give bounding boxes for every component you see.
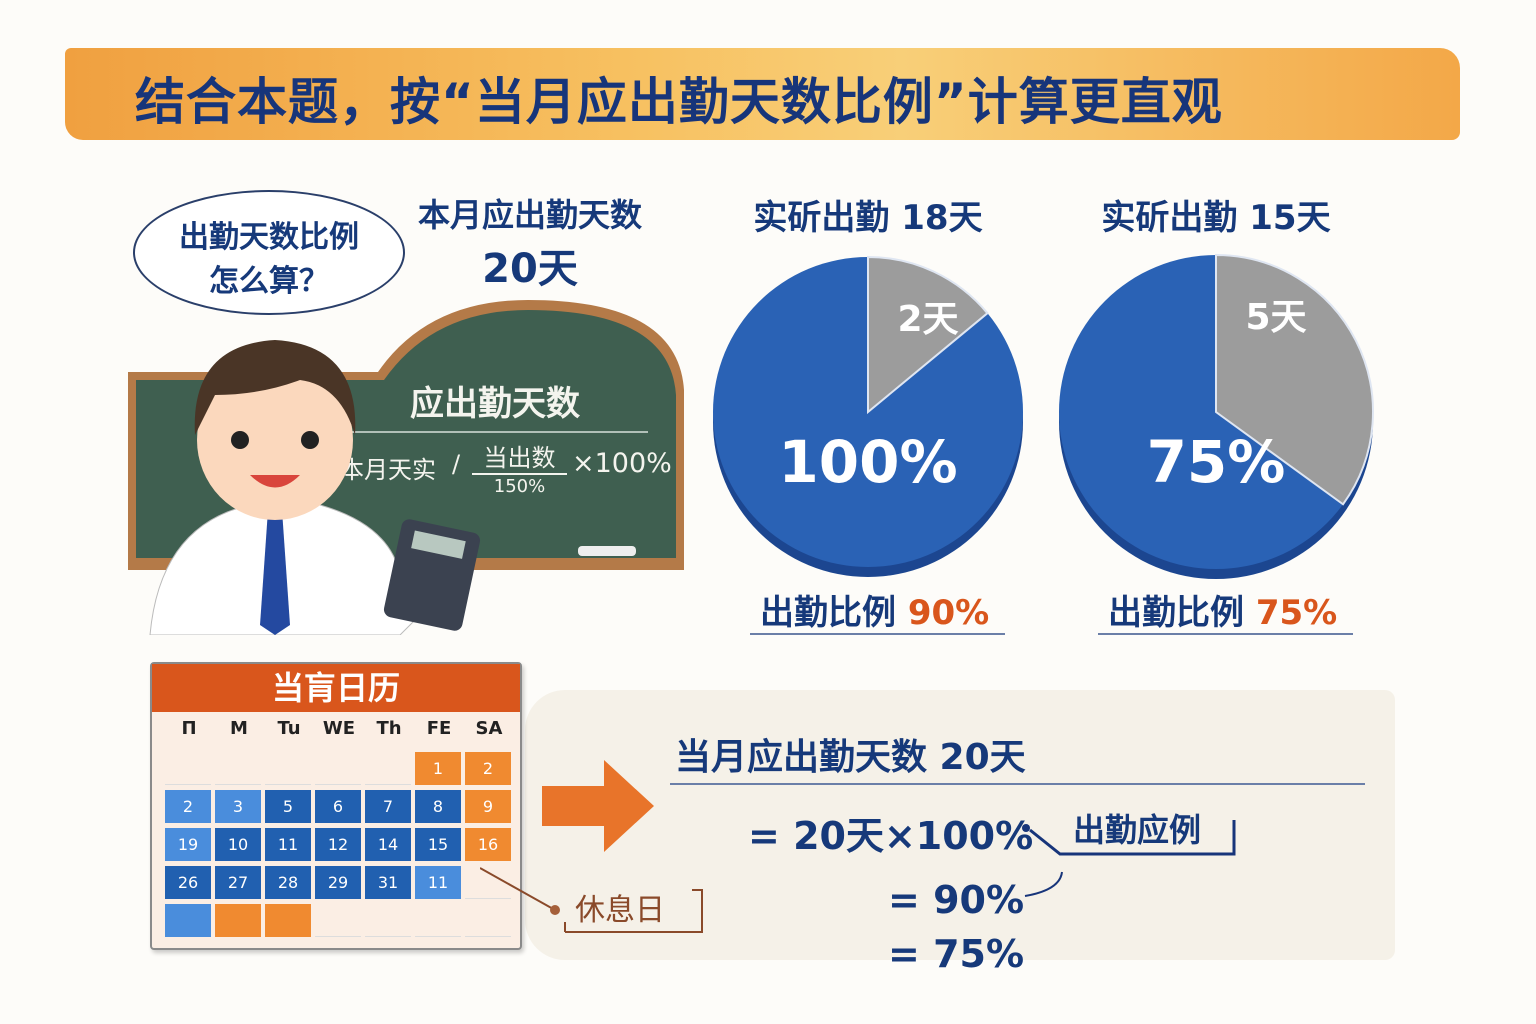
board-times: ×100% bbox=[572, 448, 672, 479]
pie-slice-label: 5天 bbox=[1245, 297, 1307, 338]
calendar-day bbox=[315, 904, 361, 937]
calendar-day: 26 bbox=[165, 866, 211, 899]
calendar-day: 2 bbox=[165, 790, 211, 823]
weekday-header: SA bbox=[475, 718, 503, 739]
arrow-right-icon bbox=[542, 760, 654, 852]
formula-panel bbox=[525, 690, 1395, 960]
pie-header: 实斫出勤 18天 bbox=[753, 198, 983, 238]
calendar-day: 6 bbox=[315, 790, 361, 823]
ratio-value: 75% bbox=[1255, 593, 1338, 633]
weekday-header: FE bbox=[426, 718, 452, 739]
page-title: 结合本题，按“当月应出勤天数比例”计算更直观 bbox=[135, 73, 1223, 131]
formula-line2: = 90% bbox=[888, 878, 1025, 922]
calendar-day: 31 bbox=[365, 866, 411, 899]
calendar-day: 16 bbox=[465, 828, 511, 861]
board-numerator: 当出数 bbox=[472, 438, 567, 475]
calendar-day bbox=[165, 904, 211, 937]
calendar-day: 2 bbox=[465, 752, 511, 785]
title-banner bbox=[65, 48, 1460, 140]
calendar-day bbox=[315, 752, 361, 785]
calendar-day bbox=[215, 752, 261, 785]
board-slash: / bbox=[452, 450, 461, 478]
calendar-day bbox=[415, 904, 461, 937]
weekday-header: Tu bbox=[277, 718, 301, 739]
divider bbox=[670, 783, 1365, 785]
calendar-day: 28 bbox=[265, 866, 311, 899]
bubble-line: 出勤天数比例 bbox=[179, 220, 359, 255]
pie-chart bbox=[1059, 253, 1374, 579]
calendar-title: 当肓日历 bbox=[152, 664, 520, 712]
board-denominator: 150% bbox=[493, 476, 546, 497]
board-left: 本月天实 bbox=[340, 456, 436, 484]
weekday-header: M bbox=[230, 718, 248, 739]
ratio-value: 90% bbox=[907, 593, 990, 633]
month-days-label: 本月应出勤天数 bbox=[417, 196, 642, 234]
calendar-day: 11 bbox=[415, 866, 461, 899]
calendar-day: 19 bbox=[165, 828, 211, 861]
calendar: 当肓日历 П M Tu WE Th FE SA 1 2 2 3 5 6 7 8 9 19 10 11 12 14 15 16… bbox=[150, 662, 522, 950]
calendar-day: 11 bbox=[265, 828, 311, 861]
calendar-day bbox=[465, 904, 511, 937]
ratio-underline bbox=[750, 633, 1005, 635]
weekday-header: WE bbox=[322, 718, 356, 739]
calendar-day: 7 bbox=[365, 790, 411, 823]
weekday-header: Th bbox=[376, 718, 402, 739]
calendar-day bbox=[365, 752, 411, 785]
pie-header: 实斫出勤 15天 bbox=[1101, 198, 1331, 238]
formula-line1: = 20天×100% bbox=[748, 814, 1034, 858]
month-days-value: 20天 bbox=[482, 246, 578, 292]
ratio-label: 出勤比例 bbox=[760, 593, 896, 633]
calendar-day bbox=[165, 752, 211, 785]
calendar-day: 27 bbox=[215, 866, 261, 899]
bubble-line: 怎么算？ bbox=[209, 264, 329, 299]
pie-center-label: 100% bbox=[778, 428, 958, 496]
board-title: 应出勤天数 bbox=[410, 384, 580, 424]
pie-slice-label: 2天 bbox=[897, 299, 959, 340]
note-bracket bbox=[1022, 820, 1236, 897]
calendar-day: 3 bbox=[215, 790, 261, 823]
calendar-day bbox=[365, 904, 411, 937]
weekday-header: П bbox=[181, 718, 197, 739]
calendar-day bbox=[465, 866, 511, 899]
calendar-day: 10 bbox=[215, 828, 261, 861]
calendar-day: 12 bbox=[315, 828, 361, 861]
callout-line bbox=[480, 867, 703, 933]
attendance-ratio: 出勤比例 90% bbox=[760, 585, 989, 634]
calendar-day: 14 bbox=[365, 828, 411, 861]
calendar-day bbox=[265, 904, 311, 937]
formula-note: 出勤应例 bbox=[1073, 811, 1202, 849]
pie-slice-absent bbox=[867, 255, 989, 415]
attendance-ratio: 出勤比例 75% bbox=[1108, 585, 1337, 634]
rest-day-callout: 休息日 bbox=[575, 893, 665, 928]
teacher-illustration bbox=[149, 340, 481, 635]
calendar-day: 15 bbox=[415, 828, 461, 861]
speech-bubble: 出勤天数比例 怎么算？ bbox=[133, 190, 405, 315]
formula-heading: 当月应出勤天数 20天 bbox=[675, 737, 1026, 778]
calendar-day: 8 bbox=[415, 790, 461, 823]
pie-slice-absent bbox=[1215, 253, 1374, 506]
calendar-day bbox=[215, 904, 261, 937]
ratio-underline bbox=[1098, 633, 1353, 635]
calendar-day: 1 bbox=[415, 752, 461, 785]
calendar-day: 5 bbox=[265, 790, 311, 823]
calendar-day: 9 bbox=[465, 790, 511, 823]
calendar-day: 29 bbox=[315, 866, 361, 899]
formula-line3: = 75% bbox=[888, 932, 1025, 976]
pie-chart bbox=[713, 255, 1023, 577]
ratio-label: 出勤比例 bbox=[1108, 593, 1244, 633]
pie-center-label: 75% bbox=[1146, 428, 1286, 496]
calendar-day bbox=[265, 752, 311, 785]
